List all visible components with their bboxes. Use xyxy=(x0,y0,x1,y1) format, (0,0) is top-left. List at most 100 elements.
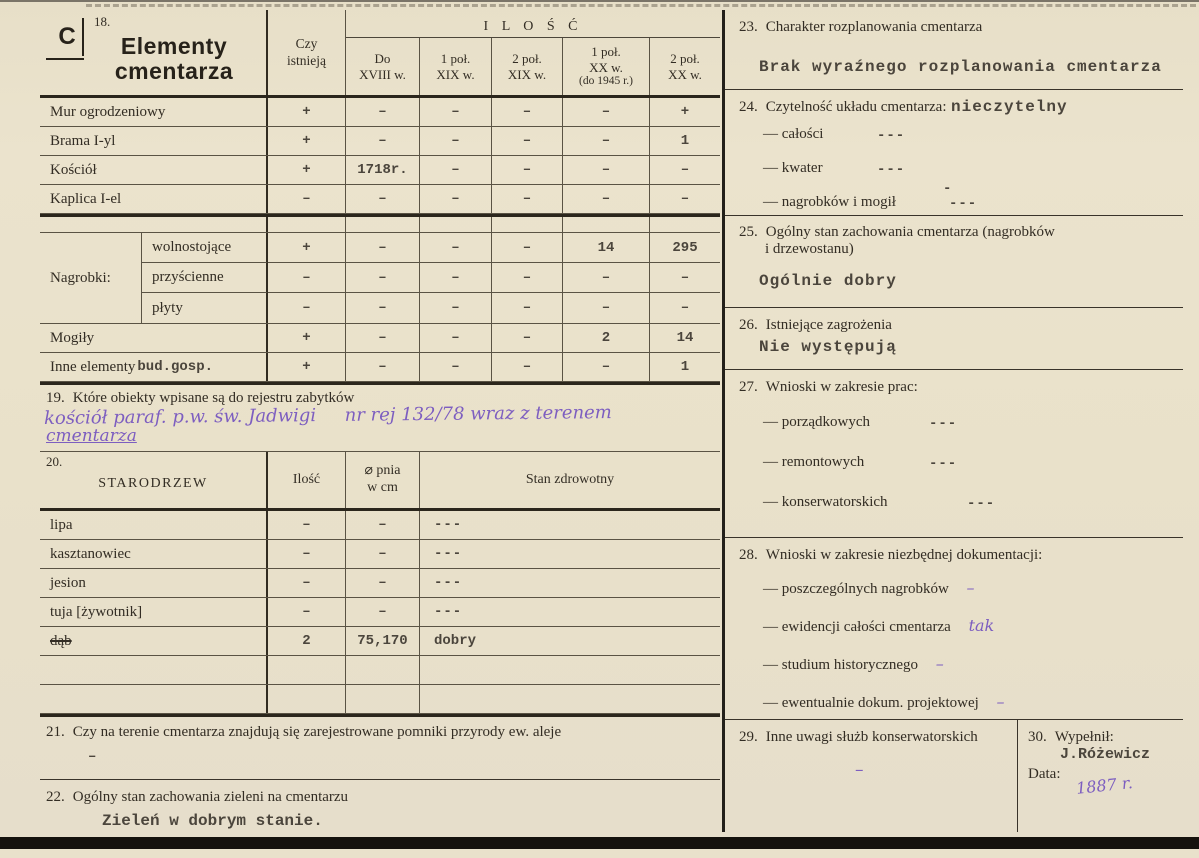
section-number: 22. xyxy=(46,789,65,805)
sub-label: płyty xyxy=(142,293,268,323)
tree-row-empty xyxy=(40,656,720,685)
section-title-line1: Ogólny stan zachowania cmentarza (nagrob… xyxy=(765,224,1055,240)
tree-row-kasztanowiec: kasztanowiec – – --- xyxy=(40,540,720,569)
cell-stan: --- xyxy=(434,546,463,562)
typed-answer: Nie występują xyxy=(759,338,897,356)
section-number: 19. xyxy=(46,390,65,406)
typed-answer: --- xyxy=(877,128,906,144)
scan-bottom-edge xyxy=(0,837,1199,849)
cell-value: – xyxy=(420,233,492,263)
cell-value: – xyxy=(492,293,563,323)
typed-answer: Brak wyraźnego rozplanowania cmentarza xyxy=(759,58,1162,76)
table-row-inne: Inne elementy bud.gosp. + – – – – 1 xyxy=(40,353,720,382)
section-21: 21. Czy na terenie cmentarza znajdują się… xyxy=(40,717,720,780)
section-29-30-box: 29. Inne uwagi służb konserwatorskich – 3… xyxy=(725,720,1183,832)
col-line: XIX w. xyxy=(436,66,475,82)
table-row-mur: Mur ogrodzeniowy + – – – – + xyxy=(40,98,720,127)
cell-czy: + xyxy=(268,324,346,352)
cell-value: – xyxy=(346,233,420,263)
row-label: Kaplica I-el xyxy=(40,185,268,213)
item-label: — remontowych xyxy=(763,454,865,470)
starodrzew-title: STARODRZEW xyxy=(98,476,208,491)
col-line: XX w. xyxy=(589,59,623,75)
section-number: 18. xyxy=(94,14,111,29)
cell-pnia: – xyxy=(346,511,420,539)
heavy-rule xyxy=(40,214,720,217)
typed-answer: --- xyxy=(929,416,958,432)
cell-czy: – xyxy=(268,185,346,213)
section-26: 26. Istniejące zagrożenia Nie występują xyxy=(725,308,1183,370)
col-line: XX w. xyxy=(668,66,702,82)
cell-value: – xyxy=(563,185,650,213)
typed-dash-above: - xyxy=(943,181,952,197)
cell-value: – xyxy=(346,263,420,293)
cell-value: – xyxy=(492,324,563,352)
row-label: kasztanowiec xyxy=(40,540,268,568)
cell-czy: + xyxy=(268,127,346,155)
cell-value: – xyxy=(563,98,650,126)
item-label: — ewentualnie dokum. projektowej xyxy=(763,695,979,711)
empty-cell xyxy=(420,656,720,684)
cell-value: – xyxy=(346,127,420,155)
cell-value: – xyxy=(420,185,492,213)
section-number: 24. xyxy=(739,99,758,115)
cell-value: – xyxy=(492,263,563,293)
item-label: — kwater xyxy=(763,160,823,176)
cell-value: 14 xyxy=(676,330,694,346)
list-item-kwater: — kwater --- xyxy=(739,160,1175,184)
cell-value: + xyxy=(680,104,690,120)
list-item-ewidencji-calosci: — ewidencji całości cmentarza tak xyxy=(739,616,1175,640)
row-label: jesion xyxy=(40,569,268,597)
cell-czy: + xyxy=(268,156,346,184)
sub-label: wolnostojące xyxy=(142,233,268,263)
pnia-line2: w cm xyxy=(367,480,398,495)
typed-answer: Ogólnie dobry xyxy=(759,272,897,290)
section-number: 23. xyxy=(739,19,758,35)
cell-value: – xyxy=(420,156,492,184)
cell-value: – xyxy=(346,293,420,323)
cell-pnia: – xyxy=(346,598,420,626)
cell-pnia: 75,170 xyxy=(346,627,420,655)
item-label: — porządkowych xyxy=(763,414,871,430)
cell-value: 295 xyxy=(650,233,720,263)
spacer-cell xyxy=(40,217,268,232)
typed-answer: --- xyxy=(949,196,978,212)
list-item-studium-historycznego: — studium historycznego – xyxy=(739,654,1175,678)
section-title: Inne uwagi służb konserwatorskich xyxy=(765,729,978,745)
row-label: Kościół xyxy=(40,156,268,184)
col-line: Do xyxy=(374,50,391,66)
section-title: Ogólny stan zachowania zieleni na cmenta… xyxy=(72,789,349,805)
cell-ilosc: – xyxy=(268,511,346,539)
cell-value: – xyxy=(346,185,420,213)
cell-value: – xyxy=(680,191,690,207)
handwritten-answer: – xyxy=(996,692,1005,711)
cell-ilosc: – xyxy=(268,598,346,626)
sub-label: przyścienne xyxy=(142,263,268,293)
section-title: Wnioski w zakresie niezbędnej dokumentac… xyxy=(765,547,1043,563)
empty-cell xyxy=(40,685,268,713)
czy-line2: istnieją xyxy=(287,52,326,68)
empty-cell xyxy=(268,685,346,713)
section-number: 26. xyxy=(739,317,758,333)
section-title: Charakter rozplanowania cmentarza xyxy=(765,19,983,35)
section-number: 20. xyxy=(46,454,63,469)
column-header-pnia: ⌀ pnia w cm xyxy=(346,452,420,508)
column-header-ilosc: I L O Ś Ć xyxy=(346,10,720,38)
section-title: Wnioski w zakresie prac: xyxy=(765,379,918,395)
section-24: 24. Czytelność układu cmentarza: nieczyte… xyxy=(725,90,1183,216)
starodrzew-title-cell: 20. STARODRZEW xyxy=(40,452,268,508)
empty-cell xyxy=(346,685,420,713)
section-letter-badge: C xyxy=(52,18,84,56)
cell-ilosc: 2 xyxy=(268,627,346,655)
cell-value: – xyxy=(563,127,650,155)
typed-answer: --- xyxy=(967,496,996,512)
tree-row-empty xyxy=(40,685,720,714)
cell-value: 2 xyxy=(563,324,650,352)
col-line: (do 1945 r.) xyxy=(579,75,633,88)
table-18-header: C 18. Elementy cmentarza Czy istnieją I … xyxy=(40,10,720,95)
cell-value: 1 xyxy=(680,133,690,149)
section-28: 28. Wnioski w zakresie niezbędnej dokumen… xyxy=(725,538,1183,720)
col-line: 2 poł. xyxy=(670,50,700,66)
row-label: lipa xyxy=(40,511,268,539)
